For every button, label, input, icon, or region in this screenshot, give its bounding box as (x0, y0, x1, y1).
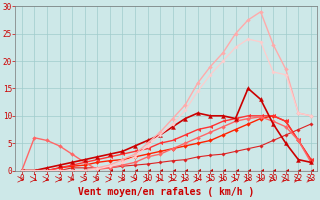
X-axis label: Vent moyen/en rafales ( km/h ): Vent moyen/en rafales ( km/h ) (78, 187, 254, 197)
